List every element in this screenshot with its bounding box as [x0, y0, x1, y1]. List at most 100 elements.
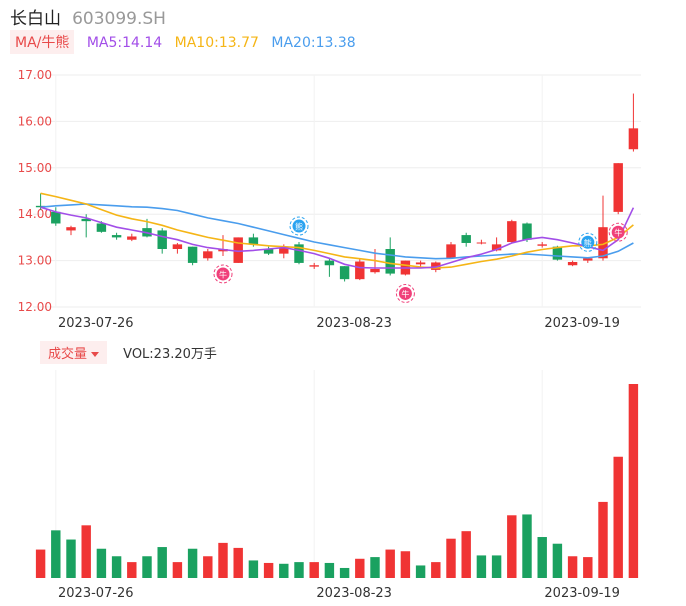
ma5-value: MA5:14.14 [86, 35, 163, 51]
volume-bar [355, 558, 365, 578]
volume-bar [248, 560, 259, 578]
candle-body [567, 261, 578, 266]
volume-bar [400, 551, 411, 578]
candle-body [355, 261, 365, 280]
volume-bar [339, 567, 350, 578]
candle-body [96, 223, 107, 232]
volume-bar [461, 531, 471, 578]
volume-bar [127, 562, 137, 578]
candle-body [507, 221, 517, 243]
x-tick-label: 2023-09-19 [544, 316, 620, 330]
volume-bar [142, 556, 152, 578]
volume-bar [385, 549, 395, 578]
svg-text:熊: 熊 [584, 238, 592, 248]
y-tick-label: 16.00 [18, 114, 52, 128]
volume-bar [370, 557, 380, 578]
candlestick-chart[interactable]: 17.00 16.00 15.00 14.00 13.00 12.00 2023-07-26… [0, 60, 686, 330]
ma-indicator-row: MA/牛熊 MA5:14.14 MA10:13.77 MA20:13.38 [10, 30, 356, 54]
bear-signal-icon: 熊 [289, 216, 309, 236]
bull-signal-icon: 牛 [213, 264, 233, 284]
stock-header: 长白山 603099.SH [10, 4, 166, 29]
candle-body [294, 244, 304, 263]
volume-bar [537, 537, 547, 578]
svg-text:牛: 牛 [614, 228, 622, 238]
candle-body [431, 262, 441, 270]
ma20-line [40, 203, 634, 260]
candle-body [491, 244, 502, 251]
volume-bar [35, 549, 46, 578]
x-tick-label: 2023-08-23 [316, 586, 392, 601]
candle-body [537, 244, 547, 246]
bear-signal-icon: 熊 [578, 232, 598, 252]
y-tick-label: 17.00 [18, 68, 52, 82]
volume-bar [279, 563, 289, 578]
volume-indicator-row: 成交量 VOL:23.20万手 [40, 341, 217, 364]
candle-body [324, 260, 335, 266]
volume-bar [263, 562, 274, 578]
candle-body [370, 268, 380, 273]
candle-body [233, 237, 243, 263]
candle-body [339, 266, 350, 280]
candle-body [446, 244, 456, 259]
candle-body [66, 227, 76, 231]
volume-bar [552, 543, 563, 578]
candle-body [111, 235, 122, 238]
ma-indicator-selector[interactable]: MA/牛熊 [10, 30, 75, 54]
candle-body [461, 235, 471, 243]
volume-bar [522, 514, 532, 578]
volume-bar [628, 384, 639, 578]
bull-signal-icon: 牛 [608, 222, 628, 242]
volume-label: 成交量 [48, 347, 88, 362]
volume-bar [203, 556, 213, 578]
caret-down-icon [91, 352, 100, 357]
volume-bar [415, 565, 426, 578]
x-tick-label: 2023-09-19 [544, 586, 620, 601]
volume-bar [476, 555, 487, 578]
y-tick-label: 15.00 [18, 161, 52, 175]
volume-bar [431, 562, 441, 578]
volume-bar [51, 530, 61, 578]
volume-bar [309, 562, 319, 578]
x-tick-label: 2023-07-26 [58, 316, 134, 330]
candle-body [552, 246, 563, 260]
candle-body [263, 249, 274, 254]
candle-body [81, 218, 91, 222]
volume-bar [583, 557, 593, 578]
candle-body [127, 236, 137, 240]
volume-bar [111, 556, 122, 578]
ma10-value: MA10:13.77 [174, 35, 259, 51]
volume-bar [567, 556, 578, 578]
volume-bar [233, 547, 243, 578]
volume-chart[interactable]: 2023-07-26 2023-08-23 2023-09-19 [0, 370, 686, 606]
volume-bar [507, 515, 517, 578]
candle-body [309, 265, 319, 267]
svg-text:熊: 熊 [295, 222, 303, 232]
volume-bar [446, 538, 456, 578]
volume-value: VOL:23.20万手 [123, 347, 217, 362]
volume-indicator-selector[interactable]: 成交量 [40, 341, 108, 364]
volume-bar [96, 548, 107, 578]
volume-bar [218, 542, 228, 578]
volume-bar [187, 548, 198, 578]
candle-body [415, 262, 426, 265]
candle-body [613, 163, 623, 212]
volume-bar [598, 501, 608, 578]
ma5-line [40, 206, 635, 269]
candle-body [628, 128, 639, 150]
volume-bar [157, 547, 167, 578]
volume-bar [324, 562, 335, 578]
y-tick-label: 13.00 [18, 254, 52, 268]
svg-text:牛: 牛 [219, 269, 227, 279]
volume-bar [491, 555, 502, 578]
candle-body [248, 237, 259, 245]
volume-bar [66, 539, 76, 578]
candle-body [598, 227, 608, 259]
candle-body [172, 244, 183, 249]
y-tick-label: 12.00 [18, 300, 52, 314]
candle-body [157, 230, 167, 249]
candle-body [385, 249, 395, 274]
volume-bar [172, 562, 183, 578]
stock-name: 长白山 [10, 9, 61, 29]
candle-body [476, 242, 487, 244]
y-tick-label: 14.00 [18, 207, 52, 221]
